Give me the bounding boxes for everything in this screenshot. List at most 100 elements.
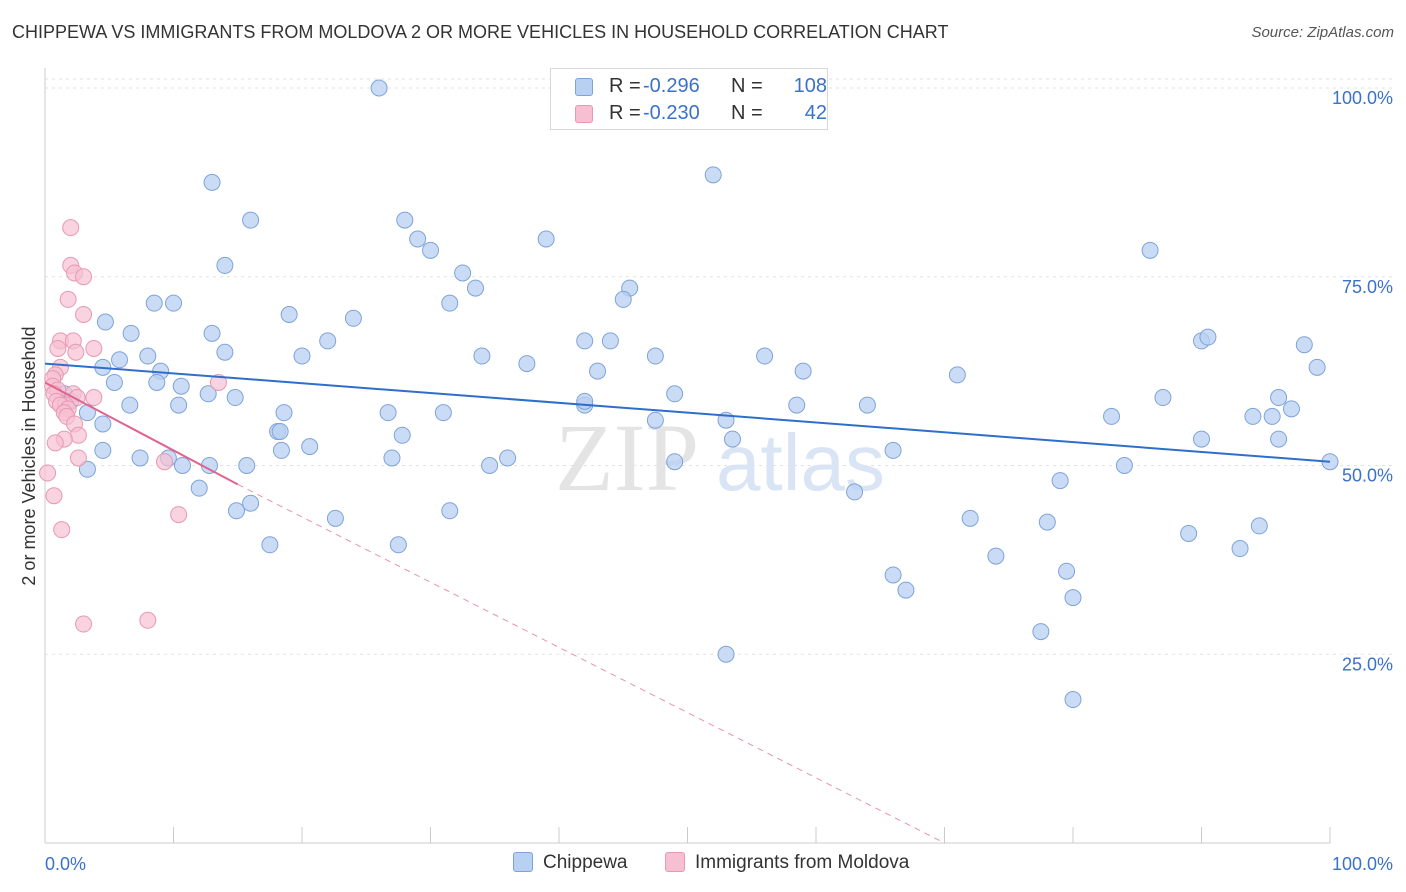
chippewa-point (576, 392, 594, 410)
chippewa-point (481, 457, 499, 474)
chippewa-point (261, 536, 279, 554)
chippewa-point (756, 347, 774, 365)
chippewa-swatch (513, 852, 533, 872)
moldova-point (75, 615, 93, 633)
moldova-point (85, 339, 103, 357)
chippewa-point (280, 306, 298, 323)
chippewa-point (272, 441, 290, 459)
chippewa-point (1308, 358, 1326, 376)
chippewa-swatch (575, 78, 593, 96)
y-tick-label: 50.0% (1342, 466, 1393, 486)
chippewa-point (1064, 691, 1082, 709)
chippewa-point (379, 404, 397, 422)
legend-r-label: R = (609, 102, 641, 124)
chippewa-point (1199, 328, 1217, 346)
chippewa-point (987, 547, 1005, 565)
chippewa-point (275, 404, 293, 422)
chippewa-point (884, 441, 902, 459)
source-label: Source: ZipAtlas.com (1251, 24, 1394, 41)
chippewa-point (165, 294, 182, 312)
chippewa-point (441, 294, 459, 312)
chippewa-point (1032, 623, 1050, 641)
chippewa-point (383, 449, 401, 467)
chippewa-point (96, 313, 114, 331)
chippewa-point (242, 211, 260, 229)
chippewa-point (473, 347, 491, 365)
chippewa-point (199, 385, 217, 403)
chippewa-point (1250, 517, 1268, 535)
chippewa-point (948, 366, 966, 384)
chippewa-point (326, 509, 344, 527)
chippewa-point (227, 502, 245, 520)
chippewa-point (1193, 430, 1210, 448)
chippewa-point (537, 230, 555, 248)
chippewa-point (203, 324, 221, 342)
x-tick-label: 100.0% (1332, 854, 1393, 874)
chippewa-point (131, 449, 149, 467)
chippewa-point (1263, 407, 1281, 425)
moldova-point (53, 521, 71, 539)
chippewa-trendline (44, 362, 1331, 463)
chippewa-point (301, 438, 319, 456)
chippewa-point (1115, 457, 1133, 474)
moldova-point (85, 389, 103, 407)
chippewa-point (666, 385, 684, 403)
chippewa-point (466, 279, 484, 297)
chippewa-point (344, 309, 362, 327)
chippewa-point (1051, 472, 1069, 490)
chippewa-point (601, 332, 619, 350)
chippewa-point (704, 166, 722, 184)
moldova-swatch (665, 852, 685, 872)
chippewa-point (454, 264, 472, 282)
chippewa-point (1058, 562, 1076, 580)
chippewa-point (78, 460, 96, 478)
chippewa-point (216, 256, 234, 274)
chippewa-point (441, 502, 459, 520)
moldova-trendline (44, 381, 239, 486)
moldova-trendline-extension (237, 483, 945, 844)
bottom-legend-moldova: Immigrants from Moldova (665, 852, 909, 874)
moldova-point (75, 268, 93, 286)
chippewa-point (121, 396, 139, 414)
chippewa-point (226, 389, 244, 407)
chippewa-point (139, 347, 157, 365)
moldova-point (59, 290, 77, 308)
chippewa-point (518, 355, 536, 373)
moldova-point (75, 306, 93, 323)
chippewa-point (723, 430, 741, 448)
moldova-point (156, 453, 174, 471)
chippewa-point (1270, 389, 1288, 407)
legend-n-label: N = (731, 102, 763, 124)
chippewa-point (666, 453, 684, 471)
chippewa-point (393, 426, 411, 444)
moldova-swatch (575, 105, 593, 123)
moldova-point (62, 219, 80, 237)
chippewa-point (884, 566, 902, 584)
y-axis-label: 2 or more Vehicles in Household (19, 326, 39, 585)
chippewa-point (576, 332, 594, 350)
chippewa-point (961, 509, 979, 527)
y-tick-label: 25.0% (1342, 654, 1393, 674)
chippewa-point (422, 241, 439, 259)
chippewa-point (203, 173, 221, 191)
chippewa-point (145, 294, 163, 312)
chart-title: CHIPPEWA VS IMMIGRANTS FROM MOLDOVA 2 OR… (12, 22, 949, 42)
chippewa-point (94, 415, 112, 433)
chippewa-point (122, 324, 140, 342)
bottom-legend-chippewa: Chippewa (513, 852, 628, 874)
moldova-point (69, 449, 87, 467)
chippewa-point (794, 362, 812, 380)
chippewa-point (172, 377, 190, 395)
chippewa-point (1154, 389, 1172, 407)
chippewa-point (858, 396, 876, 414)
legend-n-value: 42 (804, 102, 827, 124)
chippewa-point (1103, 407, 1121, 425)
chippewa-point (396, 211, 414, 229)
moldova-point (67, 343, 85, 361)
moldova-point (45, 487, 63, 505)
chippewa-point (499, 449, 517, 467)
y-tick-label: 100.0% (1332, 88, 1393, 108)
legend-r-value: -0.296 (643, 75, 700, 97)
x-tick-label: 0.0% (45, 854, 86, 874)
